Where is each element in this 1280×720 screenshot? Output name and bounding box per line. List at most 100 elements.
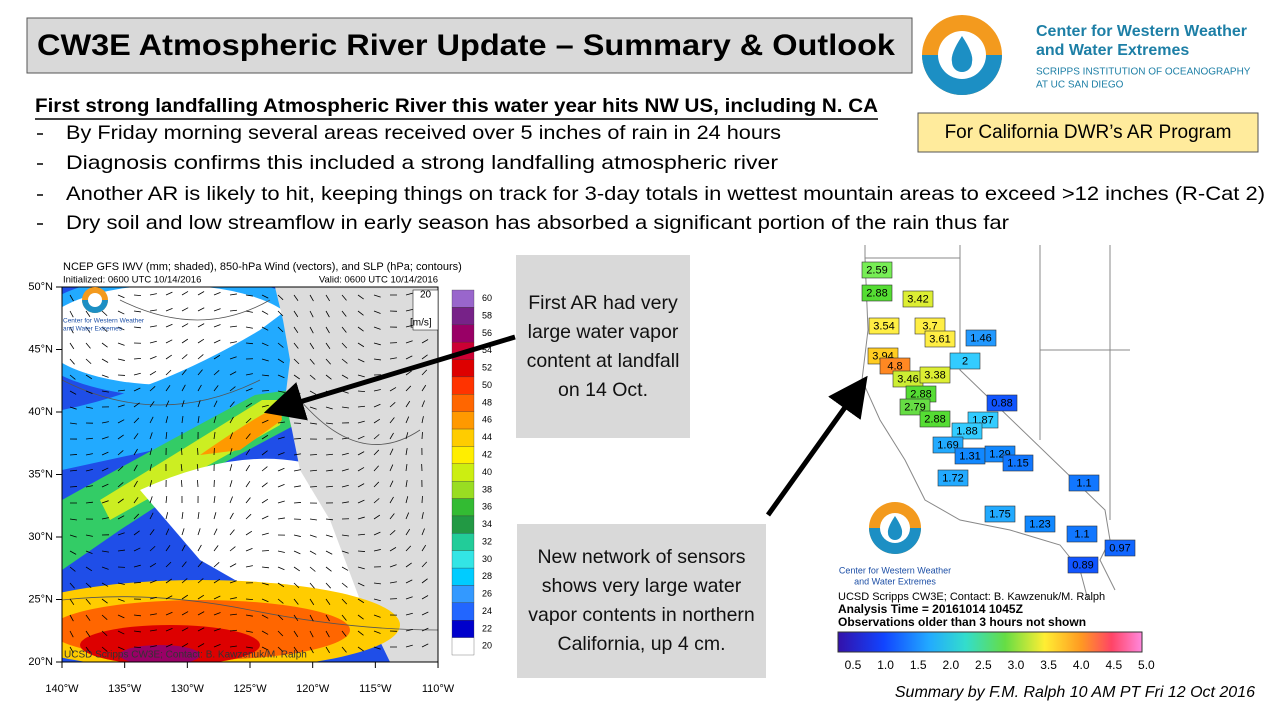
- wind-vector: [309, 374, 316, 380]
- wind-vector: [277, 326, 284, 333]
- wind-vector: [117, 646, 125, 651]
- wind-vector: [325, 550, 333, 555]
- wind-vector: [197, 384, 202, 392]
- wind-vector: [389, 357, 397, 360]
- wind-vector: [405, 512, 410, 520]
- wind-vector: [341, 534, 349, 537]
- wind-vector: [373, 342, 381, 346]
- lon-label: 125°W: [233, 683, 267, 695]
- station-value: 1.46: [970, 332, 991, 344]
- colorbar-label: 1.0: [877, 658, 894, 672]
- wind-vector: [197, 627, 205, 632]
- wind-vector: [277, 517, 285, 520]
- wind-vector: [69, 598, 75, 606]
- wind-vector: [165, 339, 173, 344]
- wind-vector: [117, 549, 125, 552]
- wind-vector: [213, 512, 217, 520]
- wind-vector: [325, 646, 330, 654]
- wind-vector: [85, 614, 91, 621]
- footer: Summary by F.M. Ralph 10 AM PT Fri 12 Oc…: [895, 684, 1255, 701]
- wind-vector: [261, 582, 269, 586]
- wind-vector: [325, 630, 330, 638]
- wind-vector: [229, 464, 233, 472]
- station-box: [1066, 525, 1098, 543]
- wind-vector: [117, 326, 125, 331]
- wind-vector: [165, 400, 170, 408]
- wind-vector: [293, 566, 300, 572]
- wind-vector: [373, 481, 380, 488]
- wind-vector: [325, 422, 333, 425]
- station-value: 3.54: [873, 320, 894, 332]
- wind-vector: [261, 450, 268, 456]
- wind-vector: [405, 448, 408, 456]
- wind-vector: [229, 546, 236, 552]
- lon-label: 115°W: [359, 683, 392, 695]
- wind-vector: [181, 561, 187, 568]
- wind-vector: [181, 627, 189, 632]
- wind-vector: [149, 645, 157, 648]
- wind-vector: [117, 310, 125, 315]
- wind-vector: [229, 448, 233, 456]
- station-box: [949, 352, 981, 370]
- wind-vector: [149, 293, 157, 296]
- wind-vector: [261, 532, 269, 536]
- wind-vector: [69, 646, 74, 654]
- station-box: [868, 317, 900, 335]
- wind-vector: [101, 358, 109, 363]
- wind-vector: [149, 356, 157, 360]
- wind-vector: [165, 545, 171, 552]
- wind-vector: [213, 644, 221, 648]
- station-value: 2.88: [910, 388, 931, 400]
- wind-vector: [165, 561, 172, 568]
- wind-vector: [421, 354, 428, 360]
- colorbar-label: 26: [482, 589, 492, 599]
- wind-vector: [293, 630, 299, 638]
- wind-vector: [133, 310, 141, 313]
- wind-vector: [229, 645, 237, 648]
- wind-vector: [197, 400, 201, 408]
- wind-vector: [245, 294, 253, 297]
- colorbar-segment: [451, 550, 475, 569]
- wind-vector: [357, 405, 366, 408]
- wind-vector: [69, 469, 78, 472]
- wind-vector: [309, 469, 318, 472]
- wind-vector: [85, 358, 92, 365]
- wind-vector: [389, 496, 394, 504]
- station-value: 3.61: [929, 333, 950, 345]
- wind-vector: [133, 448, 138, 456]
- colorbar-label: 30: [482, 554, 492, 564]
- wind-vector: [421, 339, 429, 344]
- wind-vector: [101, 646, 108, 652]
- wind-vector: [405, 496, 409, 504]
- wind-vector: [341, 326, 347, 333]
- colorbar-label: 20: [482, 641, 492, 651]
- wind-vector: [85, 582, 92, 589]
- wind-vector: [261, 482, 268, 488]
- wind-vector: [373, 326, 381, 330]
- wind-vector: [357, 630, 364, 636]
- lat-label: 35°N: [28, 468, 53, 480]
- wind-vector: [373, 358, 381, 361]
- colorbar-segment: [451, 585, 475, 604]
- station-box: [1002, 454, 1034, 472]
- station-box: [984, 505, 1016, 523]
- wind-vector: [180, 464, 183, 472]
- wind-vector: [229, 512, 234, 520]
- wind-vector: [341, 358, 348, 364]
- wind-vector: [133, 387, 141, 392]
- station-value: 0.89: [1072, 559, 1093, 571]
- station-logo: [869, 502, 921, 554]
- wind-vector: [373, 598, 381, 602]
- wind-vector: [277, 358, 285, 364]
- wind-vector: [261, 646, 269, 651]
- colorbar-label: 2.0: [942, 658, 959, 672]
- colorbar-label: 46: [482, 415, 492, 425]
- station-value: 1.23: [1029, 518, 1050, 530]
- wind-vector: [341, 468, 349, 472]
- wind-vector: [389, 464, 394, 472]
- wind-vector: [261, 630, 269, 635]
- wind-vector: [117, 342, 125, 346]
- wind-vector: [389, 581, 397, 584]
- wind-vector: [277, 582, 285, 588]
- wind-vector: [133, 497, 139, 504]
